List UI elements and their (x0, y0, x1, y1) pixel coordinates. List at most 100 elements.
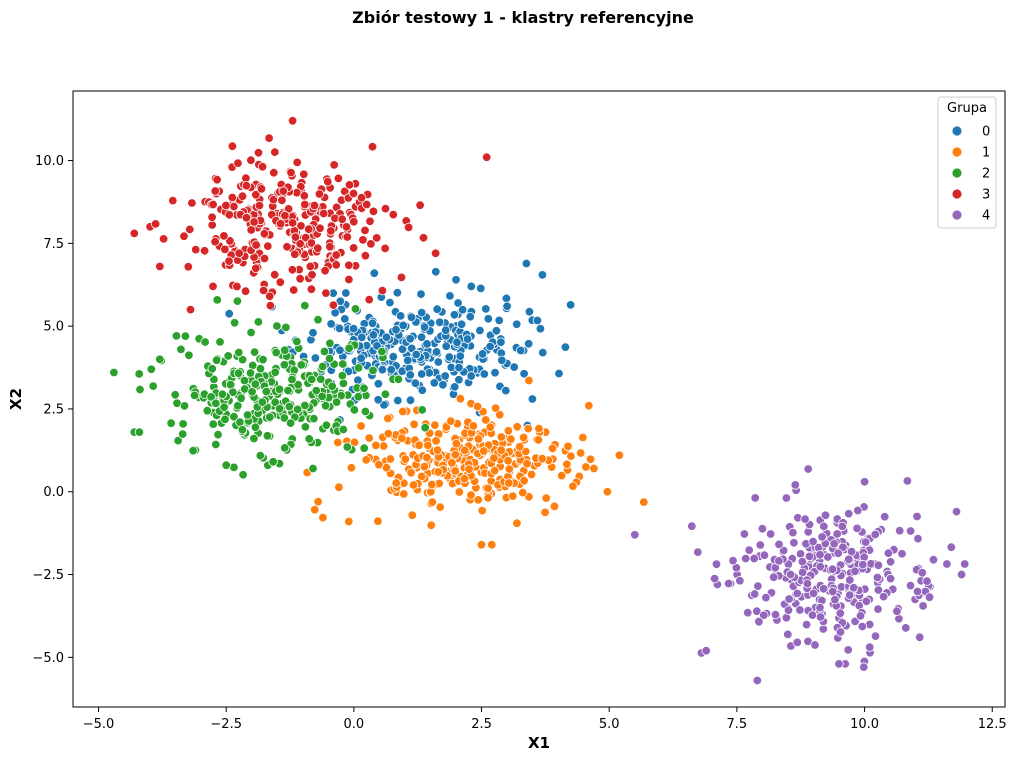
data-point (410, 378, 421, 388)
data-point (188, 446, 198, 456)
data-point (293, 380, 303, 390)
data-point (485, 341, 495, 352)
data-point (784, 594, 794, 604)
data-point (823, 552, 833, 562)
data-point (817, 532, 827, 542)
data-point (368, 330, 379, 340)
data-point (129, 228, 140, 239)
data-point (844, 554, 854, 565)
x-tick-label: 12.5 (978, 717, 1007, 732)
data-point (878, 591, 889, 602)
data-point (224, 256, 234, 266)
data-point (411, 349, 421, 360)
data-point (547, 443, 558, 454)
data-point (211, 398, 221, 409)
data-point (377, 346, 387, 357)
data-point (307, 374, 317, 385)
data-point (417, 471, 427, 482)
data-point (462, 334, 473, 344)
data-point (512, 518, 522, 528)
data-point (490, 403, 501, 413)
data-point (450, 450, 461, 460)
data-point (481, 304, 491, 314)
data-point (178, 419, 188, 429)
data-point (359, 443, 369, 453)
data-point (504, 478, 514, 488)
data-point (369, 268, 380, 278)
data-point (534, 423, 544, 434)
data-point (270, 270, 280, 280)
data-point (455, 394, 466, 404)
data-point (453, 298, 463, 308)
data-point (358, 235, 368, 245)
data-point (403, 222, 414, 233)
data-point (956, 569, 967, 580)
legend: Grupa 0 1 2 3 4 (937, 96, 997, 229)
data-point (392, 288, 403, 298)
data-point (295, 239, 305, 249)
data-point (815, 602, 825, 613)
data-point (393, 395, 403, 406)
data-point (803, 464, 813, 474)
x-tick-label: 2.5 (471, 717, 492, 732)
data-point (466, 490, 476, 500)
legend-items: 0 1 2 3 4 (951, 125, 990, 224)
data-point (385, 454, 396, 464)
x-tick-label: 0.0 (344, 717, 365, 732)
data-point (883, 548, 894, 558)
data-point (454, 375, 464, 385)
x-tick-label: −5.0 (83, 717, 115, 732)
data-point (225, 236, 235, 246)
data-point (220, 414, 230, 425)
data-point (246, 155, 256, 165)
data-point (290, 232, 301, 242)
data-point (849, 583, 859, 593)
data-point (408, 480, 419, 490)
data-point (331, 397, 342, 407)
data-point (309, 200, 320, 211)
y-tick-label: −5.0 (32, 651, 64, 666)
data-point (578, 432, 588, 443)
data-point (820, 510, 831, 521)
data-point (331, 260, 341, 270)
data-point (227, 141, 238, 151)
data-point (468, 421, 479, 431)
data-point (296, 221, 306, 231)
data-point (446, 416, 456, 426)
data-point (274, 384, 285, 395)
data-point (456, 319, 467, 330)
series-3-points (129, 116, 492, 315)
data-point (331, 250, 341, 260)
data-point (473, 434, 484, 444)
data-point (789, 538, 799, 548)
data-point (207, 364, 217, 374)
data-point (342, 232, 353, 242)
data-point (475, 325, 485, 336)
data-point (913, 533, 923, 544)
data-point (423, 440, 433, 451)
data-point (464, 464, 474, 474)
data-point (246, 327, 256, 338)
data-point (538, 347, 548, 358)
data-point (286, 167, 296, 178)
data-point (892, 606, 902, 616)
data-point (333, 437, 343, 448)
data-point (399, 489, 409, 499)
data-point (537, 270, 548, 280)
data-point (148, 381, 158, 391)
data-point (211, 439, 221, 450)
chart-title: Zbiór testowy 1 - klastry referencyjne (352, 8, 694, 27)
data-point (452, 337, 462, 347)
data-point (516, 345, 526, 356)
data-point (320, 401, 331, 411)
data-point (431, 267, 441, 277)
data-point (220, 244, 230, 255)
data-point (400, 454, 411, 464)
legend-label: 3 (982, 188, 990, 203)
data-point (861, 537, 871, 547)
data-point (419, 461, 430, 472)
data-point (313, 497, 323, 507)
data-point (853, 505, 863, 516)
legend-title: Grupa (947, 101, 987, 116)
legend-marker (951, 146, 963, 158)
